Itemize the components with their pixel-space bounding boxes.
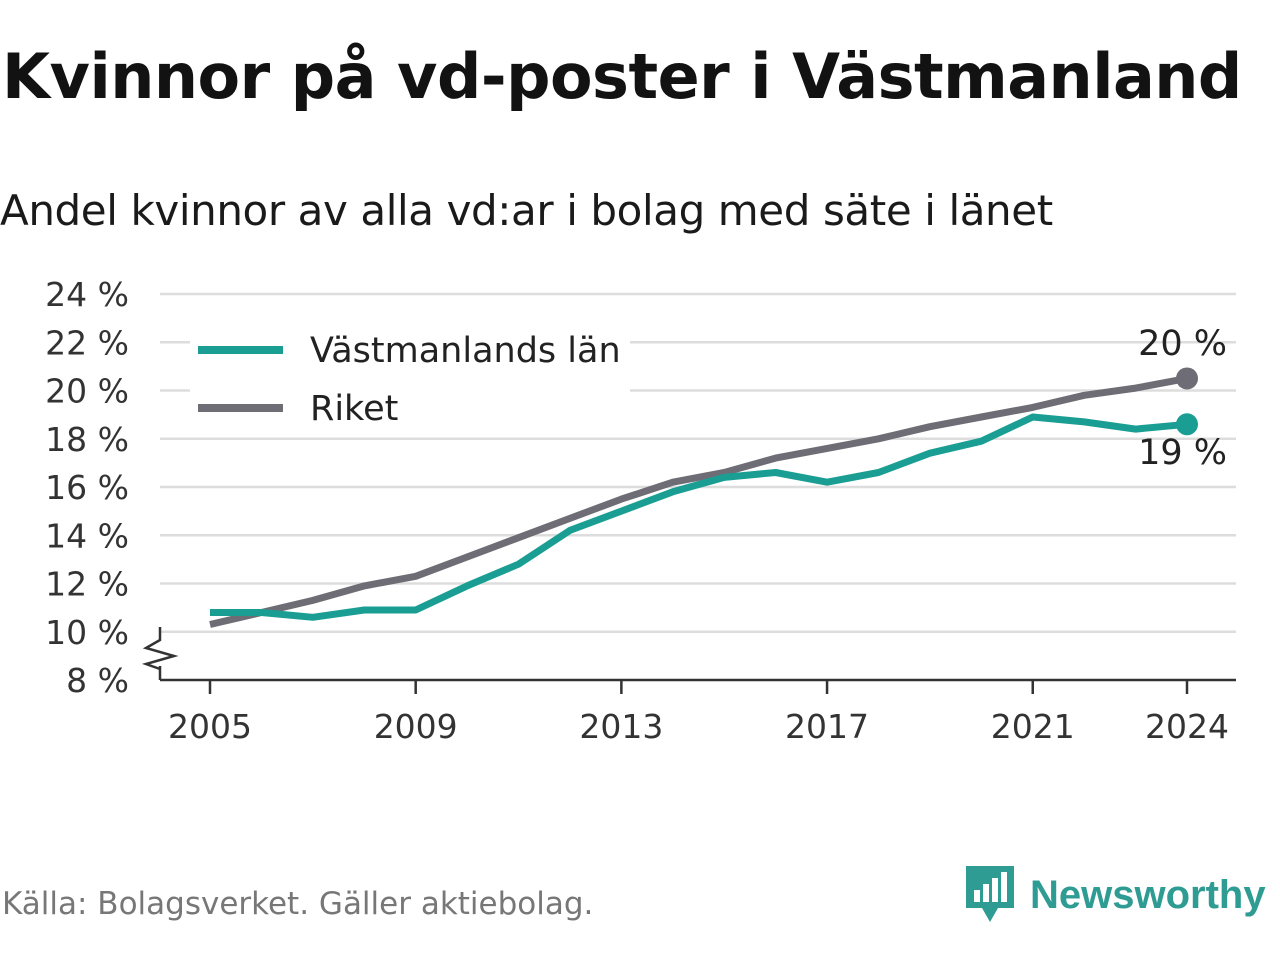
- chart-subtitle: Andel kvinnor av alla vd:ar i bolag med …: [0, 186, 1053, 235]
- y-tick-label: 12 %: [45, 565, 129, 604]
- x-tick-label: 2005: [168, 707, 252, 746]
- legend-label: Riket: [310, 389, 398, 429]
- series-lines: [209, 367, 1198, 628]
- legend: Västmanlands län Riket: [190, 330, 630, 430]
- y-tick-label: 10 %: [45, 613, 129, 652]
- chart-title: Kvinnor på vd-poster i Västmanland: [2, 40, 1242, 113]
- x-tick-label: 2021: [991, 707, 1075, 746]
- newsworthy-logo-text: Newsworthy: [1030, 872, 1266, 917]
- y-tick-label: 16 %: [45, 468, 129, 507]
- source-note: Källa: Bolagsverket. Gäller aktiebolag.: [2, 886, 594, 922]
- y-tick-label: 24 %: [45, 275, 129, 314]
- y-tick-label: 18 %: [45, 420, 129, 459]
- end-point-vastmanland: [1176, 413, 1198, 436]
- end-labels: 20 % 19 %: [1138, 324, 1227, 473]
- series-line-riket: [209, 374, 1188, 628]
- newsworthy-logo-icon: [966, 866, 1014, 922]
- end-point-riket: [1176, 367, 1198, 390]
- axes: 8 % 10 % 12 % 14 % 16 % 18 % 20 % 22 % 24 % 2005 2…: [45, 275, 1236, 746]
- y-tick-label: 14 %: [45, 516, 129, 555]
- x-tick-label: 2009: [374, 707, 458, 746]
- x-tick-label: 2024: [1145, 707, 1229, 746]
- y-tick-label: 20 %: [45, 372, 129, 411]
- x-tick-label: 2017: [785, 707, 869, 746]
- newsworthy-logo: Newsworthy: [964, 864, 1266, 926]
- y-tick-label: 22 %: [45, 323, 129, 362]
- end-label-riket: 20 %: [1138, 324, 1227, 364]
- legend-label: Västmanlands län: [310, 331, 621, 371]
- end-label-vastmanland: 19 %: [1138, 433, 1227, 473]
- x-tick-label: 2013: [579, 707, 663, 746]
- axis-break-icon: [141, 627, 179, 671]
- series-line-vastmanland: [210, 413, 1188, 621]
- y-tick-label: 8 %: [66, 661, 129, 700]
